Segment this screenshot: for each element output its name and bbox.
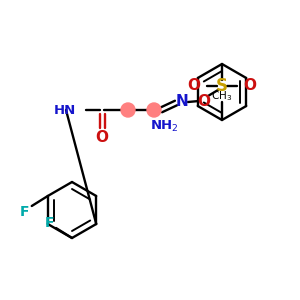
Text: O: O: [197, 94, 211, 110]
Text: F: F: [20, 205, 29, 219]
Text: O: O: [188, 79, 200, 94]
Circle shape: [121, 103, 135, 117]
Text: HN: HN: [54, 103, 76, 116]
Circle shape: [147, 103, 161, 117]
Text: CH$_3$: CH$_3$: [212, 89, 233, 103]
Text: O: O: [95, 130, 109, 146]
Text: NH$_2$: NH$_2$: [150, 118, 178, 134]
Text: S: S: [216, 77, 228, 95]
Text: F: F: [44, 216, 54, 230]
Text: O: O: [244, 79, 256, 94]
Text: N: N: [176, 94, 188, 110]
